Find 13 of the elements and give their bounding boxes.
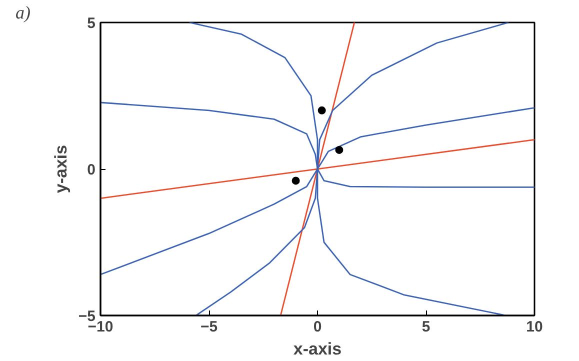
point <box>335 146 344 154</box>
point <box>292 176 300 185</box>
point <box>318 106 326 114</box>
x-tick-label: 0 <box>313 318 322 336</box>
x-tick-label: −5 <box>200 318 218 336</box>
x-axis-title: x-axis <box>293 340 342 358</box>
text: a) <box>16 2 30 22</box>
y-axis-title: y-axis <box>51 144 70 194</box>
x-tick-label: 10 <box>526 318 543 336</box>
x-tick-label: 5 <box>422 318 430 336</box>
y-tick-label: 5 <box>87 15 96 32</box>
y-tick-label: −5 <box>78 308 96 325</box>
y-tick-label: 0 <box>87 162 96 178</box>
